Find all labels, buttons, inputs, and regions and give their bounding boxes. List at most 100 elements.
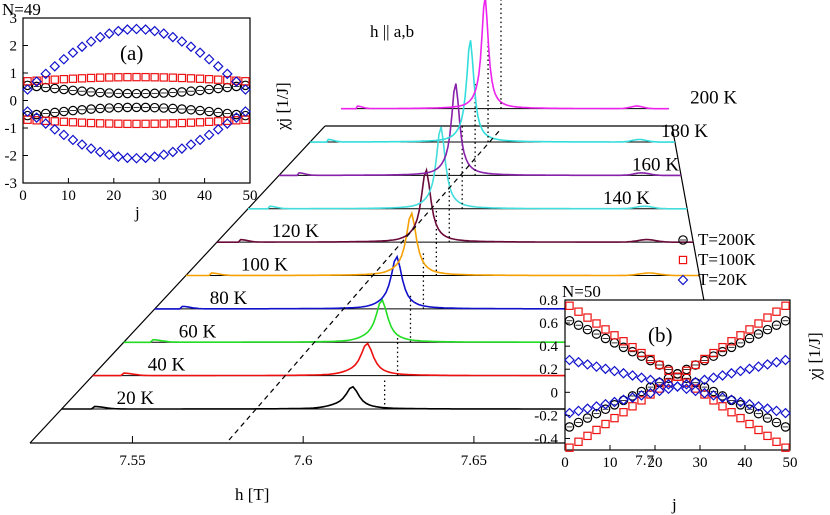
x-tick-label: 10: [603, 455, 618, 471]
point-diamond: [221, 118, 233, 129]
legend-label: T=100K: [698, 250, 756, 269]
point-diamond: [58, 53, 70, 65]
y-tick-label: -0.4: [534, 431, 558, 447]
point-circle: [708, 386, 719, 397]
temperature-label: 140 K: [603, 188, 650, 209]
x-tick-label: 7.65: [461, 453, 487, 469]
point-diamond: [103, 149, 115, 161]
y-tick-label: 0.6: [539, 316, 558, 332]
point-diamond: [582, 359, 593, 370]
point-diamond: [140, 152, 151, 164]
point-circle: [140, 88, 151, 99]
point-circle: [77, 86, 87, 97]
point-square: [177, 118, 187, 128]
point-diamond: [185, 41, 197, 53]
point-square: [123, 72, 132, 82]
point-diamond: [40, 68, 52, 80]
point-square: [195, 74, 205, 83]
point-circle: [122, 102, 133, 113]
point-square: [709, 396, 718, 405]
temperature-label: 20 K: [117, 388, 155, 409]
series-curve: [279, 83, 681, 177]
point-circle: [780, 315, 791, 326]
inset-b-ticks: 0 10 20 30 40 50 -0.4 -0.2 0 0.2 0.4 0.6 0.8: [534, 293, 797, 471]
point-square: [574, 307, 583, 316]
point-diamond: [40, 118, 52, 129]
temperature-label: 120 K: [272, 221, 319, 242]
point-square: [664, 366, 673, 376]
point-circle: [744, 404, 755, 415]
point-square: [682, 366, 691, 376]
point-square: [195, 118, 205, 127]
point-diamond: [49, 60, 61, 72]
point-diamond: [600, 363, 611, 375]
point-circle: [49, 107, 60, 118]
point-square: [150, 119, 159, 128]
point-square: [781, 443, 790, 452]
point-diamond: [131, 152, 142, 164]
point-diamond: [194, 47, 206, 59]
y-tick-label: 0: [10, 94, 18, 110]
point-diamond: [771, 405, 782, 417]
point-circle: [186, 86, 196, 97]
point-diamond: [203, 129, 215, 141]
point-diamond: [708, 372, 719, 384]
point-diamond: [140, 24, 151, 35]
point-diamond: [681, 378, 692, 390]
point-square: [86, 118, 96, 128]
point-square: [177, 73, 187, 83]
point-square: [727, 408, 736, 417]
point-circle: [636, 386, 647, 397]
point-circle: [231, 81, 242, 92]
point-circle: [204, 106, 214, 117]
point-diamond: [582, 403, 593, 415]
point-diamond: [618, 394, 629, 406]
y-tick-label: 3: [10, 11, 18, 27]
point-diamond: [780, 407, 791, 419]
point-square: [610, 331, 619, 340]
legend-label: T=20K: [698, 270, 748, 289]
point-circle: [753, 329, 764, 339]
x-tick-label: 7.6: [294, 453, 313, 469]
point-circle: [636, 351, 647, 361]
point-circle: [678, 235, 688, 245]
point-diamond: [103, 28, 115, 39]
point-circle: [59, 84, 69, 95]
point-diamond: [231, 76, 242, 87]
y-tick-label: 0.4: [539, 339, 558, 355]
point-diamond: [663, 383, 674, 395]
main-xlabel: h [T]: [235, 485, 269, 504]
y-tick-label: 0.2: [539, 362, 558, 378]
point-square: [754, 425, 763, 435]
point-diamond: [726, 367, 737, 379]
point-diamond: [677, 274, 689, 286]
point-circle: [122, 88, 133, 99]
point-square: [691, 360, 700, 370]
point-diamond: [699, 374, 710, 386]
point-circle: [113, 102, 124, 113]
point-diamond: [690, 385, 701, 397]
inset-b-label: (b): [648, 323, 673, 347]
point-square: [565, 443, 574, 452]
temperature-label: 40 K: [148, 355, 186, 376]
point-circle: [573, 320, 584, 330]
point-diamond: [22, 84, 33, 95]
point-diamond: [194, 134, 206, 146]
x-tick-label: 0: [561, 455, 569, 471]
point-square: [105, 73, 114, 82]
trend-line: [228, 129, 501, 441]
point-square: [50, 75, 59, 84]
point-diamond: [636, 390, 647, 401]
point-square: [132, 72, 141, 82]
point-diamond: [573, 356, 584, 368]
point-circle: [113, 88, 124, 99]
y-tick-label: -0.2: [534, 408, 558, 424]
point-square: [32, 116, 41, 125]
point-diamond: [699, 387, 710, 399]
point-square: [583, 313, 592, 322]
y-tick-label: 2: [10, 39, 18, 55]
point-square: [223, 75, 232, 85]
point-diamond: [31, 76, 42, 87]
y-tick-label: -2: [5, 149, 18, 165]
